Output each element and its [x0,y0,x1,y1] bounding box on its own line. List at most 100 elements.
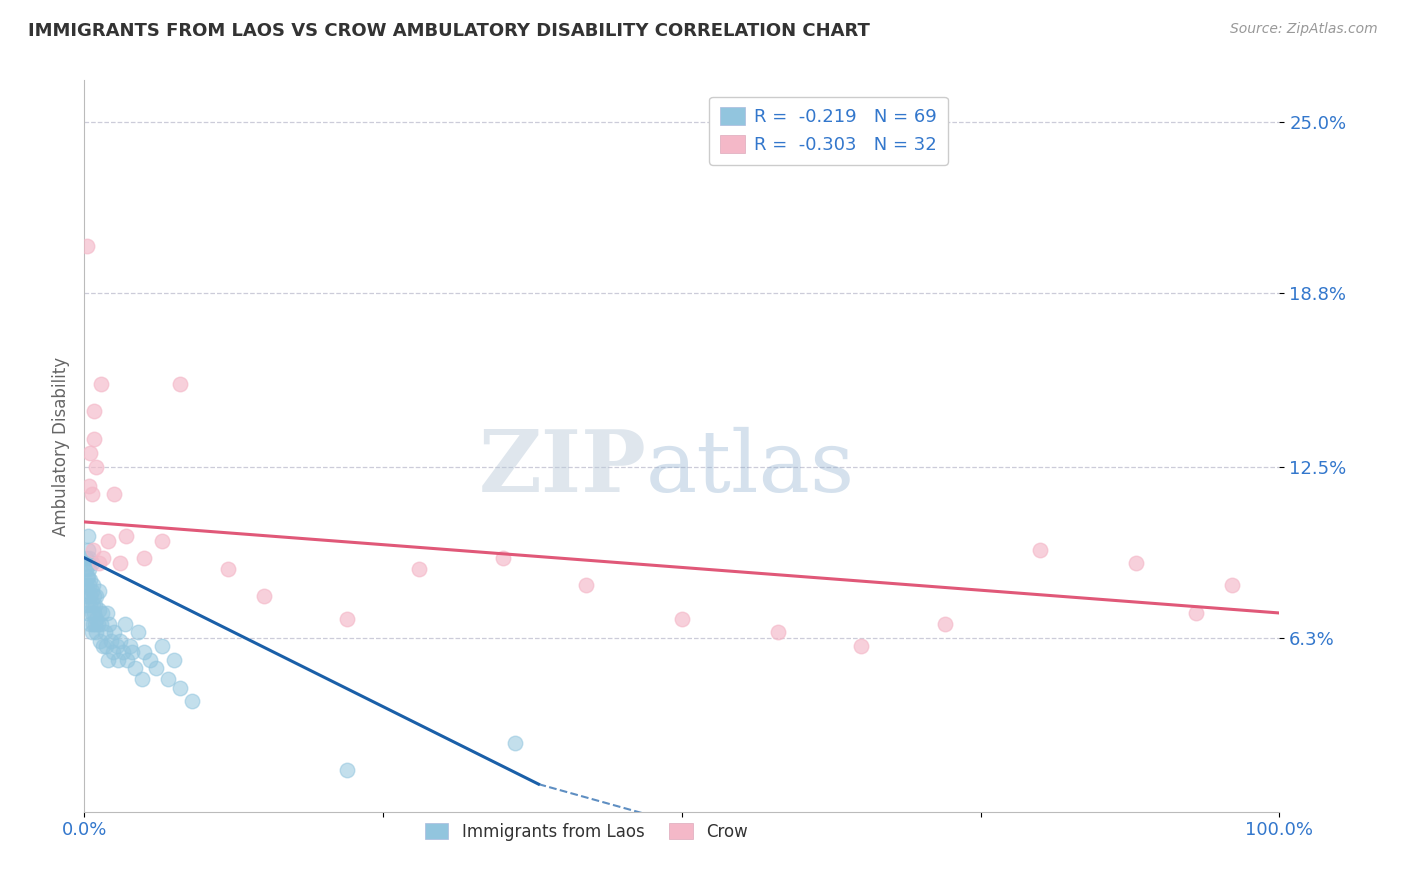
Point [97,534,120,549]
Point [107,653,129,667]
Point [83,590,105,604]
Point [132,645,156,659]
Point [96,606,118,620]
Point [1125,557,1147,571]
Text: Source: ZipAtlas.com: Source: ZipAtlas.com [1230,22,1378,37]
Point [103,625,125,640]
Point [934,617,956,632]
Point [77,578,100,592]
Point [75,562,97,576]
Point [671,611,693,625]
Point [79,617,101,632]
Point [79,573,101,587]
Point [127,625,149,640]
Point [75,598,97,612]
Point [336,611,359,625]
Point [77,542,100,557]
Point [80,606,103,620]
Point [103,487,125,501]
Point [93,550,115,565]
Point [84,617,107,632]
Point [77,550,100,565]
Point [83,404,105,418]
Point [86,617,108,632]
Point [82,578,104,592]
Text: atlas: atlas [647,426,855,509]
Point [86,590,108,604]
Point [253,590,276,604]
Point [121,645,143,659]
Text: ZIP: ZIP [478,426,647,510]
Point [80,583,103,598]
Point [110,633,132,648]
Point [101,645,124,659]
Point [76,606,98,620]
Point [82,617,104,632]
Point [86,459,108,474]
Point [97,653,120,667]
Point [84,598,107,612]
Point [77,479,100,493]
Point [111,645,134,659]
Point [76,590,98,604]
Point [105,639,128,653]
Point [79,446,101,460]
Point [117,653,139,667]
Point [217,562,239,576]
Point [89,633,111,648]
Point [150,534,173,549]
Point [94,639,117,653]
Point [1029,542,1052,557]
Point [77,570,100,584]
Point [139,653,162,667]
Point [181,694,204,708]
Point [79,598,101,612]
Point [100,633,122,648]
Point [76,239,98,253]
Point [87,603,110,617]
Point [336,764,359,778]
Point [83,606,105,620]
Point [114,617,136,632]
Point [150,639,173,653]
Point [86,611,108,625]
Point [82,542,104,557]
Point [766,625,789,640]
Point [115,529,138,543]
Point [86,625,108,640]
Point [408,562,430,576]
Y-axis label: Ambulatory Disability: Ambulatory Disability [52,357,70,535]
Point [157,672,180,686]
Point [163,653,186,667]
Point [90,617,112,632]
Point [80,625,103,640]
Point [75,578,97,592]
Point [79,590,101,604]
Point [91,606,114,620]
Point [503,736,526,750]
Point [169,376,191,391]
Point [131,672,153,686]
Point [87,583,110,598]
Point [77,557,100,571]
Point [75,550,97,565]
Point [1220,578,1243,592]
Point [82,598,104,612]
Legend: Immigrants from Laos, Crow: Immigrants from Laos, Crow [418,816,755,847]
Point [90,376,112,391]
Point [76,570,98,584]
Point [98,617,121,632]
Point [93,625,115,640]
Point [80,487,103,501]
Point [93,639,115,653]
Point [76,583,98,598]
Point [110,557,132,571]
Point [77,562,100,576]
Text: IMMIGRANTS FROM LAOS VS CROW AMBULATORY DISABILITY CORRELATION CHART: IMMIGRANTS FROM LAOS VS CROW AMBULATORY … [28,22,870,40]
Point [851,639,873,653]
Point [77,529,100,543]
Point [83,432,105,446]
Point [492,550,515,565]
Point [118,639,141,653]
Point [80,557,103,571]
